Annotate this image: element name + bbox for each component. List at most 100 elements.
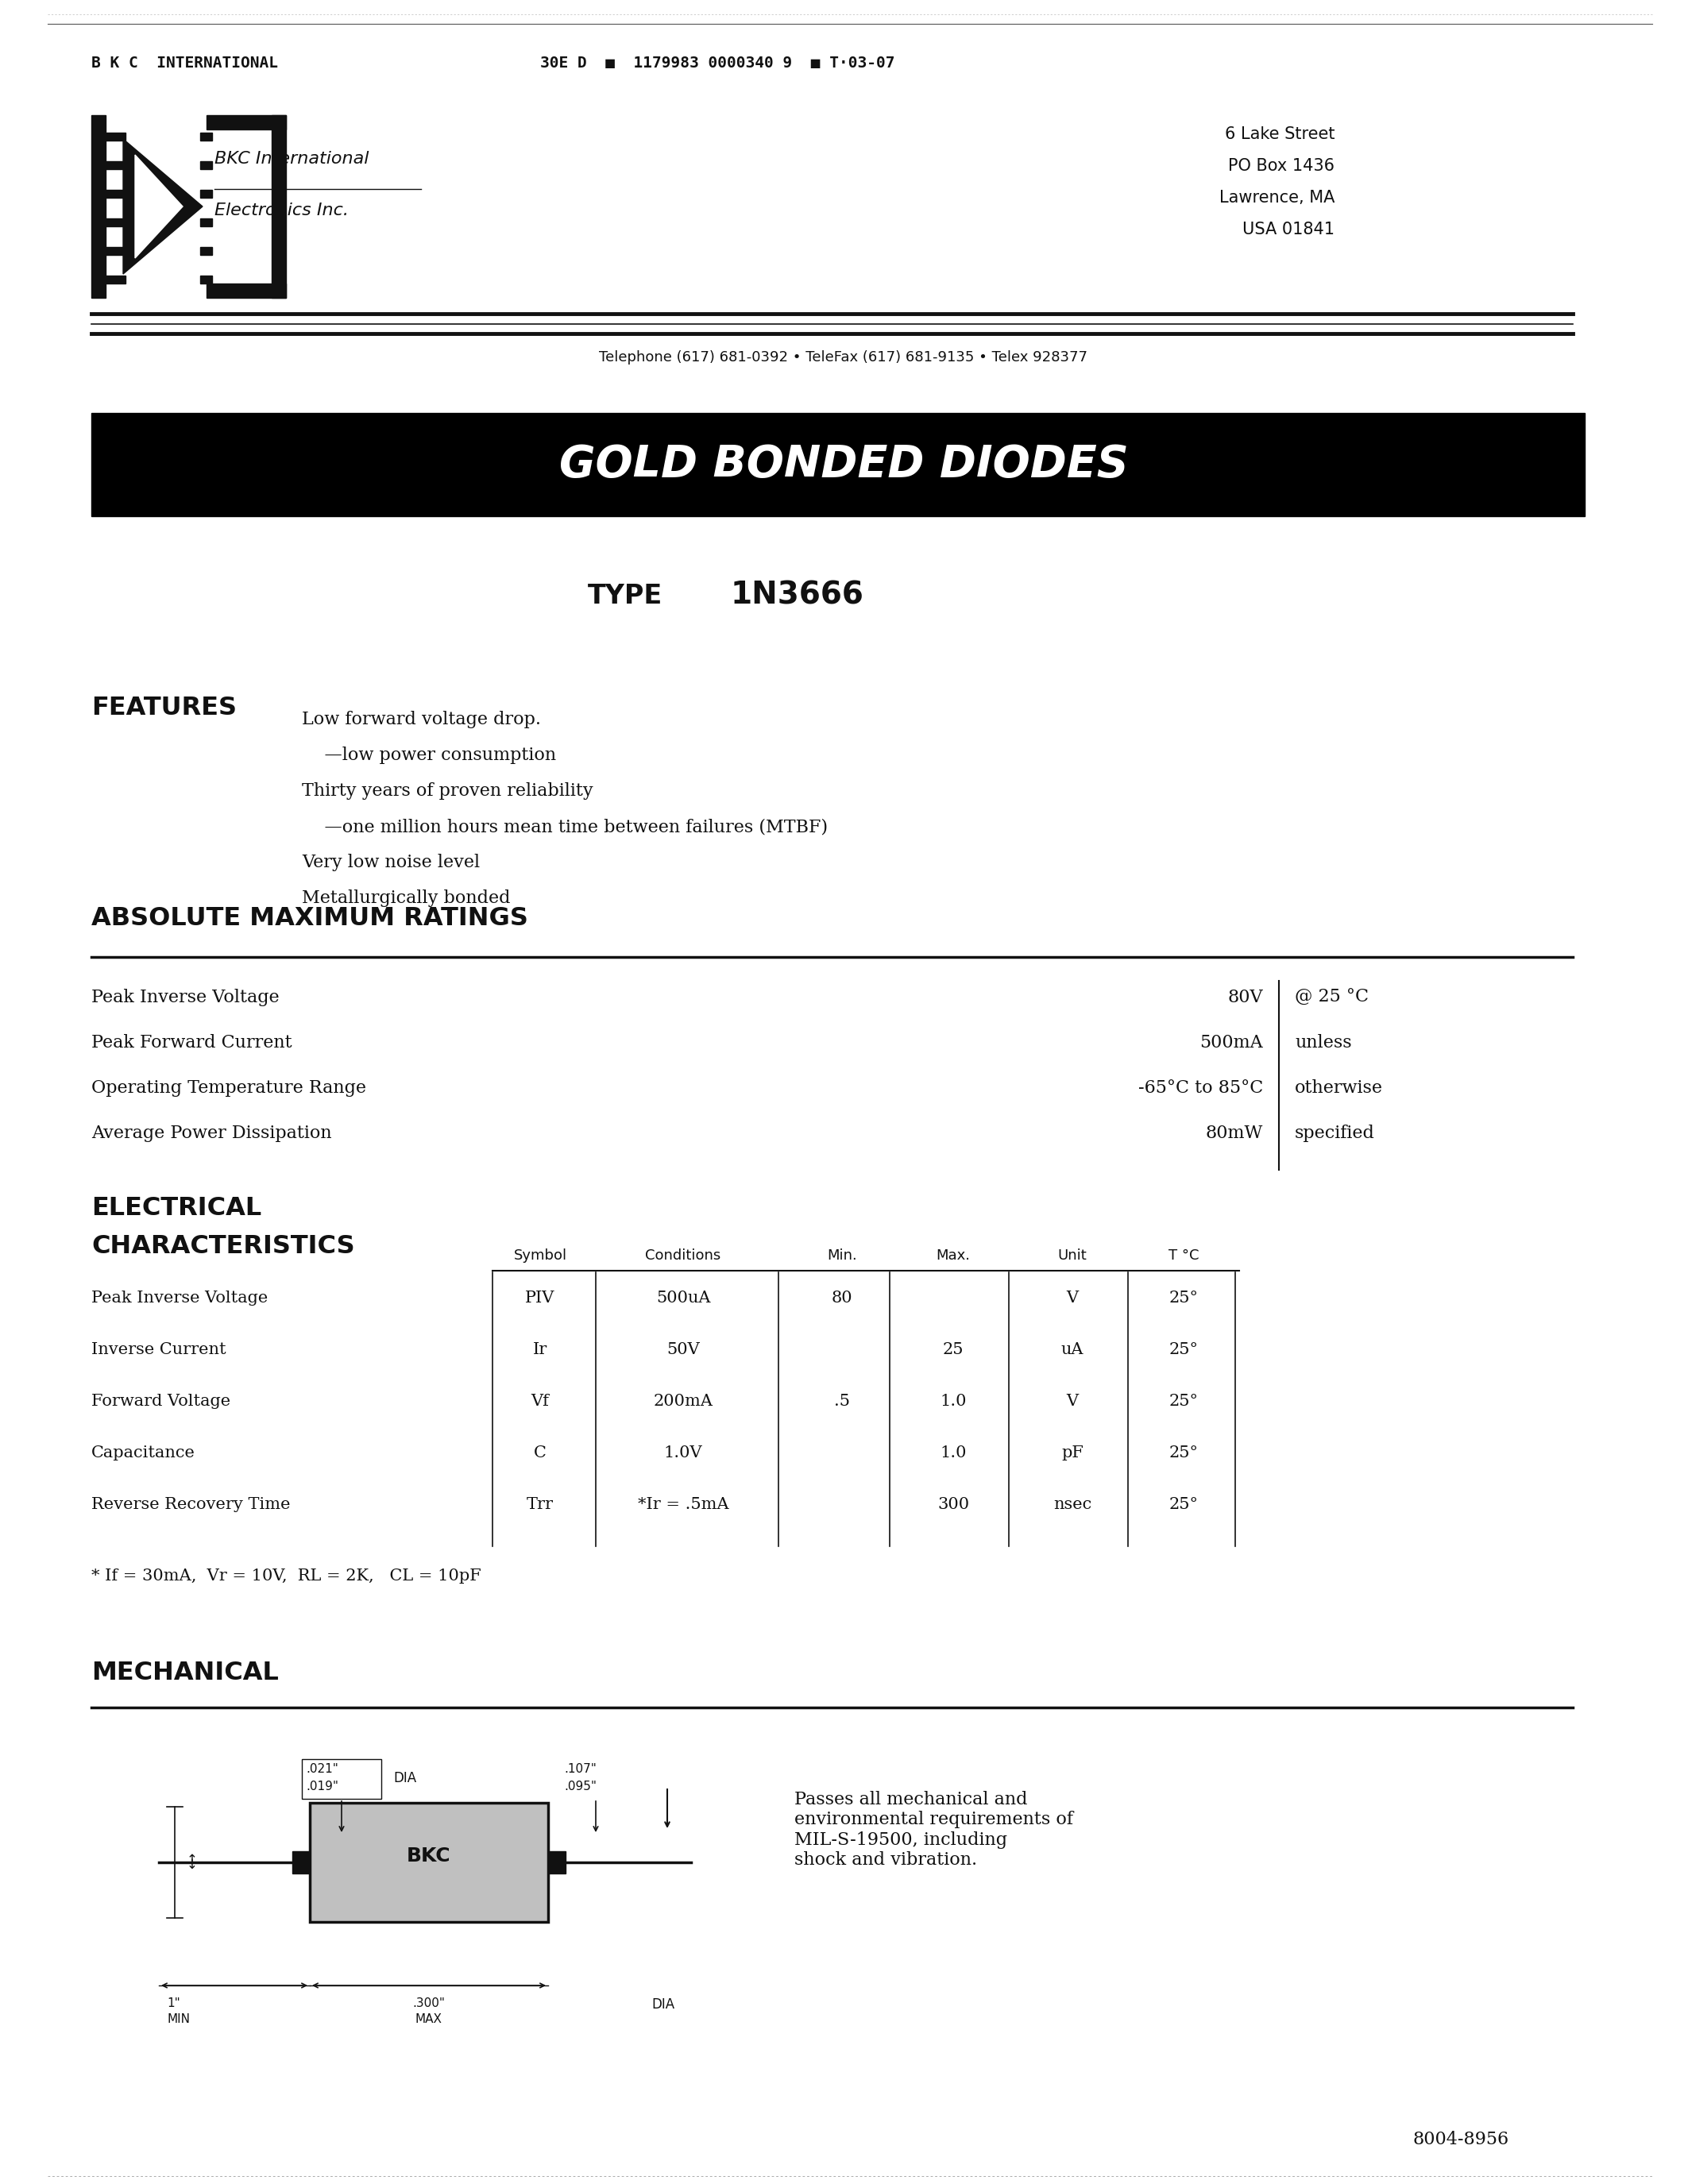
Text: B K C  INTERNATIONAL: B K C INTERNATIONAL [91,55,279,70]
Text: V: V [1067,1291,1079,1306]
Bar [311,1802,549,1922]
Text: Conditions: Conditions [645,1249,721,1262]
Text: ↑: ↑ [187,1852,197,1867]
Text: MAX: MAX [415,2014,442,2025]
Text: ELECTRICAL: ELECTRICAL [91,1197,262,1221]
Text: 1.0: 1.0 [940,1446,967,1461]
Text: 30E D  ■  1179983 0000340 9  ■ T·03-07: 30E D ■ 1179983 0000340 9 ■ T·03-07 [540,55,895,70]
Text: 80V: 80V [1227,989,1263,1007]
Text: ABSOLUTE MAXIMUM RATINGS: ABSOLUTE MAXIMUM RATINGS [91,906,528,930]
Text: 200mA: 200mA [653,1393,712,1409]
Text: Reverse Recovery Time: Reverse Recovery Time [91,1496,290,1511]
Text: DIA: DIA [393,1771,417,1784]
Text: 1": 1" [167,1998,181,2009]
Text: Vf: Vf [532,1393,549,1409]
Text: 1.0: 1.0 [940,1393,967,1409]
Bar [91,413,1585,515]
Text: Electronics Inc.: Electronics Inc. [214,203,349,218]
Text: TYPE: TYPE [587,583,663,609]
Bar [106,162,125,168]
Text: *Ir = .5mA: *Ir = .5mA [638,1496,729,1511]
Text: T °C: T °C [1168,1249,1198,1262]
Text: nsec: nsec [1053,1496,1092,1511]
Text: BKC: BKC [407,1845,451,1865]
Text: Passes all mechanical and
environmental requirements of
MIL-S-19500, including
s: Passes all mechanical and environmental … [795,1791,1074,1870]
Text: —low power consumption: —low power consumption [302,747,555,764]
Bar [292,1852,311,1874]
Text: Peak Forward Current: Peak Forward Current [91,1033,292,1051]
Text: Inverse Current: Inverse Current [91,1343,226,1356]
Text: 1N3666: 1N3666 [731,579,864,609]
Text: 25: 25 [942,1343,964,1356]
Text: specified: specified [1295,1125,1376,1142]
Text: Forward Voltage: Forward Voltage [91,1393,231,1409]
Bar [106,247,125,256]
Bar [201,275,213,284]
Bar [206,116,285,129]
Text: Metallurgically bonded: Metallurgically bonded [302,889,510,906]
Text: Very low noise level: Very low noise level [302,854,479,871]
Text: CHARACTERISTICS: CHARACTERISTICS [91,1234,354,1258]
Bar [201,190,213,199]
Text: BKC International: BKC International [214,151,370,166]
Bar [201,247,213,256]
Bar [201,133,213,140]
Polygon shape [135,155,182,258]
Text: 25°: 25° [1168,1343,1198,1356]
Bar [302,1758,381,1800]
Bar [206,284,285,297]
Text: PIV: PIV [525,1291,555,1306]
Text: Ir: Ir [533,1343,547,1356]
Text: .107": .107" [564,1762,596,1776]
Text: 500mA: 500mA [1200,1033,1263,1051]
Text: Symbol: Symbol [513,1249,567,1262]
Text: Unit: Unit [1058,1249,1087,1262]
Text: Peak Inverse Voltage: Peak Inverse Voltage [91,1291,268,1306]
Bar [272,116,285,297]
Text: 80mW: 80mW [1205,1125,1263,1142]
Text: .300": .300" [412,1998,446,2009]
Text: 50V: 50V [667,1343,701,1356]
Text: V: V [1067,1393,1079,1409]
Text: 25°: 25° [1168,1446,1198,1461]
Bar [201,218,213,227]
Bar [106,190,125,199]
Text: PO Box 1436: PO Box 1436 [1229,157,1335,175]
Text: unless: unless [1295,1033,1352,1051]
Text: —one million hours mean time between failures (MTBF): —one million hours mean time between fai… [302,819,827,836]
Text: Telephone (617) 681-0392 • TeleFax (617) 681-9135 • Telex 928377: Telephone (617) 681-0392 • TeleFax (617)… [599,349,1087,365]
Text: Capacitance: Capacitance [91,1446,196,1461]
Text: GOLD BONDED DIODES: GOLD BONDED DIODES [559,443,1128,487]
Text: 25°: 25° [1168,1496,1198,1511]
Text: .021": .021" [306,1762,338,1776]
Polygon shape [123,140,203,273]
Text: * If = 30mA,  Vr = 10V,  RL = 2K,   CL = 10pF: * If = 30mA, Vr = 10V, RL = 2K, CL = 10p… [91,1568,481,1583]
Bar [106,275,125,284]
Bar [106,133,125,140]
Text: Lawrence, MA: Lawrence, MA [1219,190,1335,205]
Text: Min.: Min. [827,1249,858,1262]
Text: 1.0V: 1.0V [663,1446,702,1461]
Bar [106,218,125,227]
Text: .019": .019" [306,1780,338,1793]
Text: -65°C to 85°C: -65°C to 85°C [1138,1079,1263,1096]
Text: Average Power Dissipation: Average Power Dissipation [91,1125,333,1142]
Text: MECHANICAL: MECHANICAL [91,1660,279,1686]
Text: otherwise: otherwise [1295,1079,1382,1096]
Text: DIA: DIA [652,1998,675,2011]
Text: pF: pF [1062,1446,1084,1461]
Text: 25°: 25° [1168,1393,1198,1409]
Bar [201,162,213,168]
Text: @ 25 °C: @ 25 °C [1295,989,1369,1007]
Text: Low forward voltage drop.: Low forward voltage drop. [302,710,540,727]
Text: USA 01841: USA 01841 [1242,221,1335,238]
Text: .095": .095" [564,1780,596,1793]
Text: 25°: 25° [1168,1291,1198,1306]
Bar [549,1852,565,1874]
Text: 80: 80 [832,1291,852,1306]
Text: ↓: ↓ [187,1859,197,1872]
Text: Thirty years of proven reliability: Thirty years of proven reliability [302,782,592,799]
Text: 500uA: 500uA [657,1291,711,1306]
Bar [91,116,106,297]
Text: Operating Temperature Range: Operating Temperature Range [91,1079,366,1096]
